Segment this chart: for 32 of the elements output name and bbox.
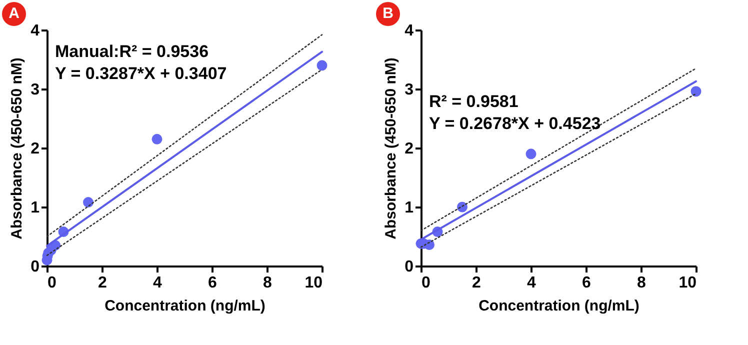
x-tick-label: 0 [422, 274, 430, 292]
x-tick-label: 4 [153, 274, 162, 292]
panel-badge: B [376, 2, 400, 26]
x-tick-label: 0 [48, 274, 56, 292]
annotation: Y = 0.2678*X + 0.4523 [429, 114, 601, 133]
y-tick-label: 3 [404, 82, 414, 98]
y-tick-label: 0 [404, 258, 414, 276]
x-tick-label: 2 [472, 274, 482, 292]
y-tick-label: 1 [404, 200, 414, 216]
x-axis-title: Concentration (ng/mL) [104, 298, 266, 314]
y-tick-label: 4 [30, 22, 40, 40]
x-tick-label: 4 [527, 274, 536, 292]
y-axis-title: Absorbance (450-650 nM) [8, 58, 26, 240]
y-tick-label: 2 [30, 140, 40, 158]
y-tick-label: 3 [30, 82, 40, 98]
y-tick-label: 2 [404, 140, 414, 158]
y-axis-title: Absorbance (450-650 nM) [382, 58, 400, 240]
annotation: Y = 0.3287*X + 0.3407 [55, 64, 227, 83]
y-tick-label: 1 [30, 200, 40, 216]
x-tick-label: 6 [208, 274, 218, 292]
x-tick-label: 2 [98, 274, 108, 292]
x-tick-label: 6 [582, 274, 592, 292]
panel-badge: A [2, 2, 26, 26]
annotation: Manual:R² = 0.9536 [55, 42, 209, 61]
x-tick-label: 8 [263, 274, 272, 292]
y-tick-label: 4 [404, 22, 414, 40]
annotation: R² = 0.9581 [429, 92, 518, 111]
x-tick-label: 10 [678, 274, 697, 292]
x-axis-title: Concentration (ng/mL) [478, 298, 640, 314]
x-tick-label: 10 [304, 274, 323, 292]
x-tick-label: 8 [637, 274, 646, 292]
y-tick-label: 0 [30, 258, 40, 276]
